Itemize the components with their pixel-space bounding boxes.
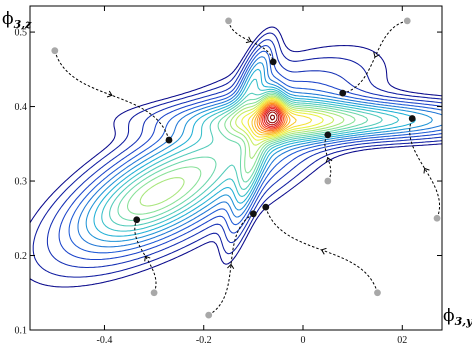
trajectory-start-point: [225, 17, 232, 25]
y-axis-label-subscript: 3,z: [14, 18, 32, 31]
trajectory-start-point: [205, 311, 213, 319]
y-tick-label: 0.5: [15, 28, 28, 39]
contour-level: [93, 68, 417, 237]
y-axis-label-symbol: ϕ: [2, 9, 14, 29]
x-axis-label-symbol: ϕ: [443, 306, 455, 326]
contour-level: [126, 93, 356, 215]
contour-level: [251, 100, 297, 136]
trajectory-end-point: [324, 131, 332, 139]
x-axis-label: ϕ3,y: [443, 306, 472, 328]
y-tick-label: 0.1: [15, 326, 28, 337]
contour-level: [68, 50, 442, 254]
trajectory-arrow: [245, 36, 252, 44]
contour-level: [260, 105, 284, 130]
trajectory-arrow: [423, 167, 430, 174]
x-tick-label: 02: [397, 335, 407, 346]
y-axis-label: ϕ3,z: [2, 9, 32, 31]
plot-frame: [29, 5, 443, 331]
trajectory-start-point: [324, 177, 332, 185]
contour-level: [30, 26, 442, 288]
axis-tick-labels: -0.4 -0.2 0 02 0.1 0.2 0.3 0.4 0.5: [15, 28, 408, 346]
contour-level: [235, 96, 335, 146]
y-tick-label: 0.2: [15, 251, 28, 262]
contour-level: [32, 32, 442, 278]
trajectory-path: [134, 219, 157, 293]
trajectory-arrow: [320, 247, 327, 255]
trajectory-end-point: [339, 89, 347, 97]
trajectory-end-point: [408, 115, 416, 122]
contour-level: [258, 103, 286, 132]
contour-level: [117, 92, 369, 221]
trajectory-arrow: [373, 51, 380, 58]
contour-level: [267, 111, 278, 124]
trajectory-arrow: [144, 255, 151, 262]
contour-level: [109, 90, 383, 227]
contour-level: [77, 56, 442, 248]
contour-level: [85, 62, 433, 242]
trajectory-end-point: [165, 136, 173, 144]
x-tick-label: -0.4: [97, 335, 113, 346]
trajectory-start-point: [433, 214, 441, 222]
axis-ticks: [30, 6, 442, 331]
y-tick-label: 0.3: [15, 177, 28, 188]
contour-lines: [30, 26, 442, 288]
contour-level: [269, 114, 276, 121]
trajectory-arrow: [106, 90, 113, 98]
contour-level: [101, 78, 400, 232]
contour-level: [254, 101, 291, 134]
contour-level: [263, 107, 281, 127]
trajectory-start-point: [403, 17, 411, 25]
contour-level: [46, 39, 442, 269]
contour-level: [256, 102, 288, 133]
trajectory-end-point: [262, 203, 270, 211]
x-tick-label: 0: [301, 335, 306, 346]
contour-level: [262, 106, 283, 129]
trajectory-arrow: [325, 157, 333, 163]
trajectory-end-point: [133, 216, 141, 224]
contour-level: [139, 95, 345, 207]
trajectory-end-point: [269, 58, 277, 66]
trajectory-start-point: [374, 289, 381, 297]
contour-level: [58, 44, 442, 261]
contour-level: [265, 109, 280, 126]
contour-level: [241, 97, 324, 141]
trajectory-path: [409, 118, 440, 219]
x-tick-label: -0.2: [196, 335, 212, 346]
trajectory-start-point: [150, 289, 158, 297]
x-axis-label-subscript: 3,y: [455, 315, 472, 328]
trajectory-start-point: [51, 47, 59, 55]
y-tick-label: 0.4: [15, 102, 28, 113]
trajectory-end-point: [249, 210, 257, 218]
trajectory-arrow: [227, 263, 235, 270]
contour-level: [247, 99, 313, 138]
trajectory-paths: [51, 17, 441, 319]
